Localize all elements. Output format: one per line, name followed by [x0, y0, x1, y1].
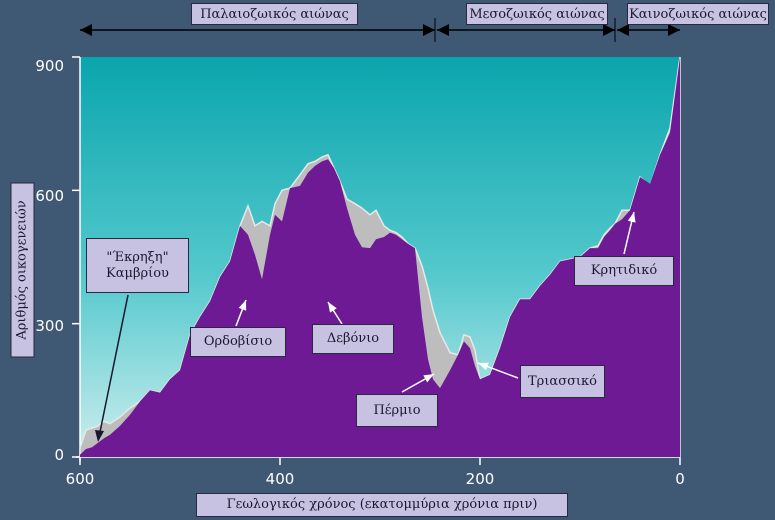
era-arrow-head — [603, 24, 615, 36]
era-label-cenozoic: Καινοζωικός αιώνας — [627, 3, 769, 25]
y-tick-label: 300 — [35, 317, 64, 335]
ordovician-arrow-head — [238, 300, 247, 311]
annotation-devonian: Δεβόνιο — [312, 324, 394, 354]
y-axis-title: Αριθμός οικογενειών — [10, 182, 35, 358]
devonian-arrow-head — [328, 302, 337, 313]
y-tick-label: 900 — [35, 57, 64, 75]
x-tick-label: 0 — [675, 470, 685, 488]
ordovician-arrow — [235, 299, 247, 327]
annotation-ordovician: Ορδοβίσιο — [190, 327, 286, 357]
y-tick-label: 600 — [35, 187, 64, 205]
era-arrow-head — [437, 24, 449, 36]
era-arrow-head — [617, 24, 629, 36]
era-arrow-head — [668, 24, 680, 36]
annotation-permian: Πέρμιο — [356, 394, 438, 427]
triassic-arrow — [477, 362, 519, 379]
cambrian-arrow — [95, 294, 129, 442]
era-label-mesozoic: Μεσοζωικός αιώνας — [466, 3, 608, 25]
cretaceous-arrow-head — [627, 212, 636, 223]
cretaceous-arrow — [623, 211, 636, 255]
era-arrow-head — [423, 24, 435, 36]
annotation-triassic: Τριασσικό — [520, 365, 605, 398]
x-axis-title: Γεωλογικός χρόνος (εκατομμύρια χρόνια πρ… — [196, 493, 568, 517]
x-tick-label: 600 — [65, 470, 95, 488]
permian-arrow-head — [423, 374, 434, 383]
era-arrow-head — [80, 24, 92, 36]
annotation-cambrian: "Έκρηξη" Καμβρίου — [86, 238, 189, 293]
cambrian-arrow-head — [95, 430, 104, 442]
permian-arrow — [401, 373, 435, 393]
x-tick-label: 400 — [265, 470, 295, 488]
annotation-cretaceous: Κρητιδικό — [574, 256, 674, 286]
cambrian-arrow-line — [99, 294, 129, 433]
era-arrows — [80, 18, 680, 42]
x-tick-label: 200 — [465, 470, 495, 488]
lower-series-area — [80, 57, 680, 457]
annotation-arrows — [95, 211, 636, 442]
devonian-arrow — [327, 301, 343, 325]
era-label-paleozoic: Παλαιοζωικός αιώνας — [191, 3, 358, 25]
triassic-arrow-head — [478, 362, 489, 371]
y-tick-label: 0 — [54, 446, 64, 464]
